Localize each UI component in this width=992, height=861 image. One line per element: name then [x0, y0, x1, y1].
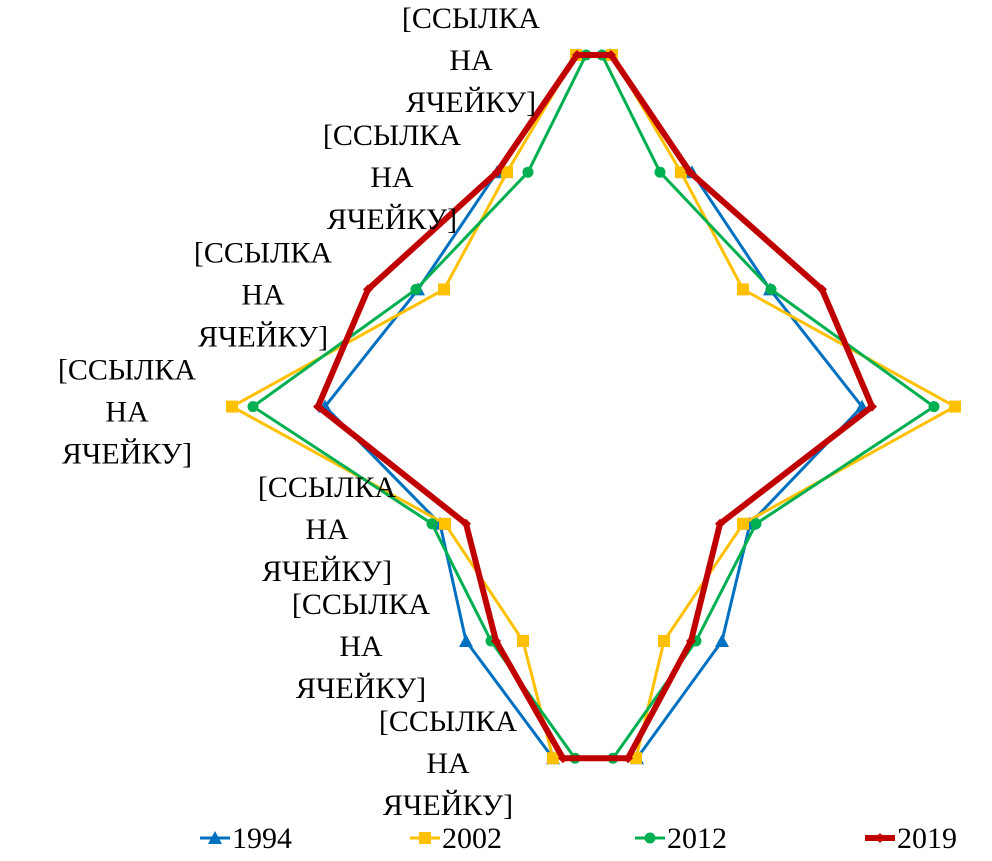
- series: [318, 48, 869, 765]
- series-line: [608, 53, 875, 760]
- series-line: [608, 54, 864, 760]
- marker: [491, 636, 501, 646]
- marker: [644, 832, 656, 844]
- marker: [522, 166, 534, 178]
- marker: [606, 50, 616, 60]
- data-label: [ССЫЛКА НА ЯЧЕЙКУ]: [258, 471, 397, 588]
- series-line: [251, 54, 588, 760]
- marker: [492, 167, 502, 178]
- marker: [928, 401, 940, 413]
- marker: [686, 636, 696, 646]
- marker: [501, 166, 513, 179]
- marker: [623, 753, 633, 764]
- data-label: [ССЫЛКА НА ЯЧЕЙКУ]: [194, 236, 333, 353]
- legend-label: 2002: [442, 822, 502, 855]
- marker: [750, 518, 762, 530]
- marker: [715, 634, 729, 647]
- marker: [685, 167, 695, 178]
- legend-label: 2019: [897, 822, 957, 855]
- series: [226, 49, 961, 765]
- marker: [658, 635, 670, 647]
- marker: [517, 635, 529, 647]
- marker: [426, 518, 438, 530]
- marker: [438, 283, 450, 296]
- data-label: [ССЫЛКА НА ЯЧЕЙКУ]: [58, 354, 197, 471]
- data-label: [ССЫЛКА НА ЯЧЕЙКУ]: [379, 705, 518, 822]
- marker: [737, 283, 749, 296]
- marker: [675, 166, 687, 179]
- data-label: [ССЫЛКА НА ЯЧЕЙКУ]: [402, 2, 541, 119]
- series-line: [600, 54, 936, 760]
- marker: [867, 401, 877, 412]
- marker: [817, 284, 827, 295]
- marker: [547, 752, 559, 765]
- marker: [459, 634, 473, 647]
- marker: [439, 517, 451, 530]
- legend-label: 1994: [232, 822, 292, 855]
- series: [313, 50, 877, 764]
- marker: [765, 283, 777, 295]
- marker: [558, 753, 568, 764]
- marker: [715, 518, 725, 529]
- marker: [949, 400, 961, 413]
- marker: [875, 833, 885, 843]
- marker: [208, 831, 222, 844]
- data-label: [ССЫЛКА НА ЯЧЕЙКУ]: [292, 588, 431, 705]
- legend-label: 2012: [667, 822, 727, 855]
- marker: [572, 50, 582, 60]
- marker: [247, 401, 259, 413]
- marker: [226, 400, 238, 413]
- marker: [363, 284, 373, 295]
- marker: [461, 518, 471, 529]
- marker: [654, 166, 666, 178]
- marker: [410, 283, 422, 295]
- marker: [737, 517, 749, 530]
- series-line: [610, 54, 957, 759]
- data-label: [ССЫЛКА НА ЯЧЕЙКУ]: [323, 119, 462, 236]
- marker: [419, 832, 431, 844]
- marker: [313, 401, 323, 412]
